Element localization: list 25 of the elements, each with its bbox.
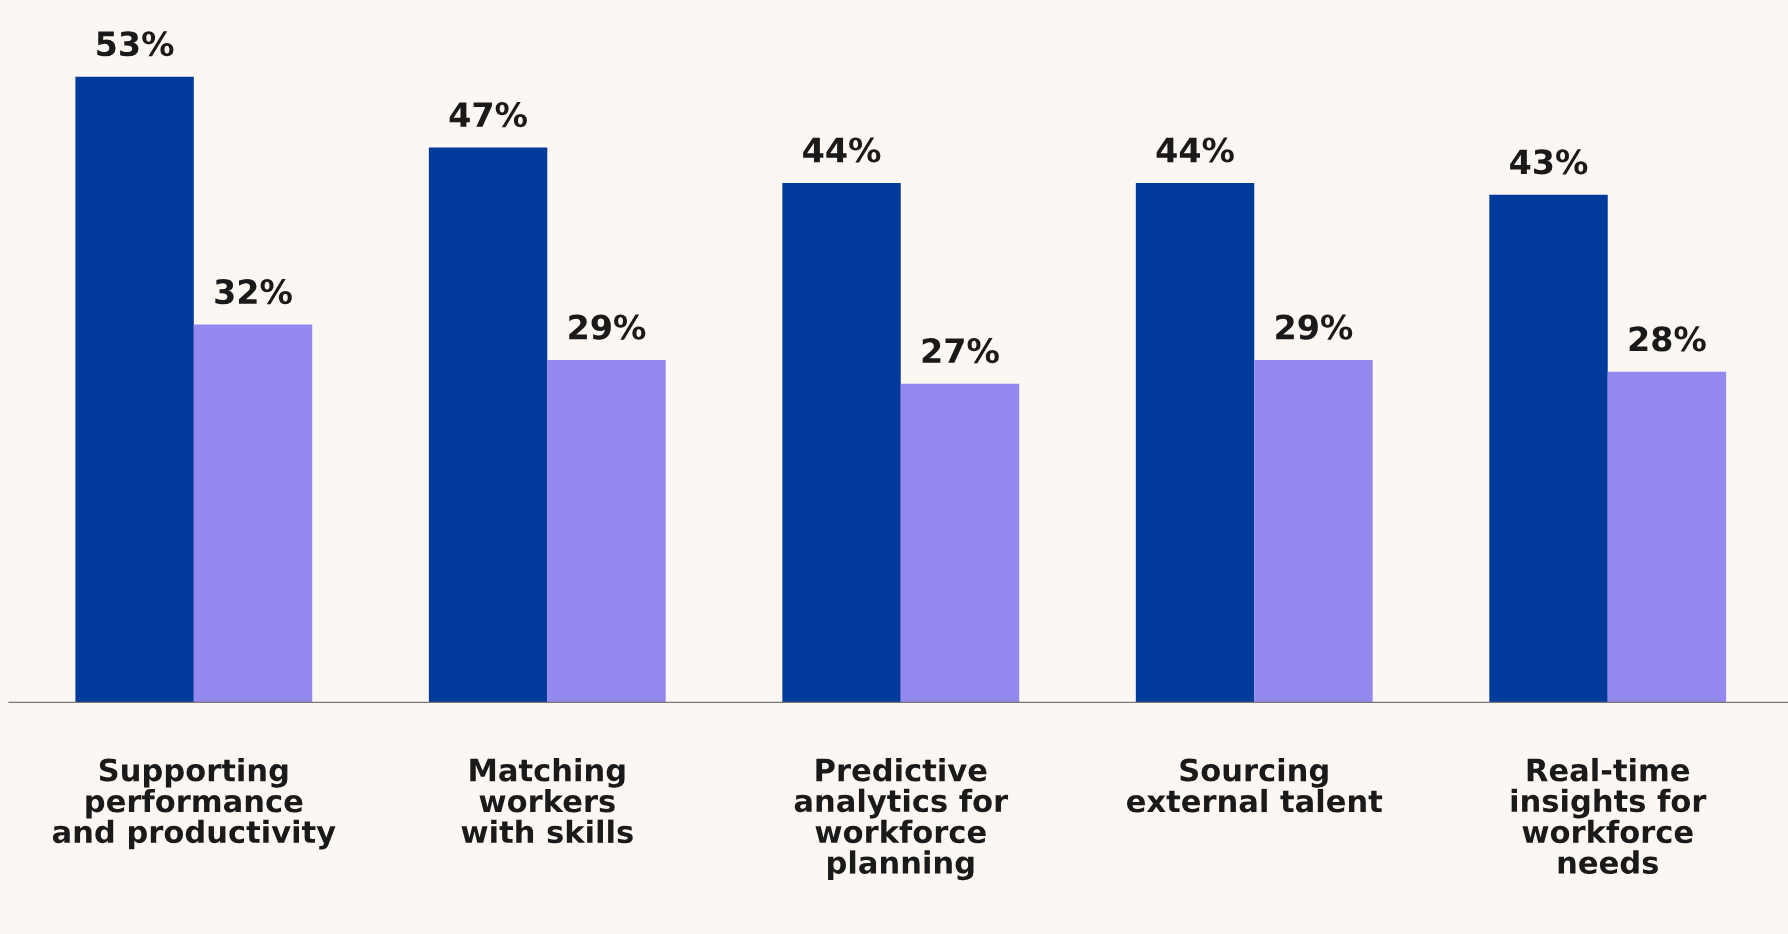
x-tick-label: Predictive analytics for workforce planning [794, 757, 1009, 881]
x-tick-label: Sourcing external talent [1127, 757, 1383, 813]
data-label: 29% [569, 314, 646, 340]
data-label: 47% [449, 101, 527, 128]
data-label: 29% [1276, 314, 1353, 340]
bar [900, 383, 1020, 703]
data-label: 44% [803, 137, 881, 163]
bar [1254, 360, 1373, 703]
data-label: 43% [1510, 149, 1588, 175]
data-label: 53% [97, 31, 174, 57]
data-label: 27% [922, 338, 999, 364]
bar [1607, 371, 1727, 703]
bar [782, 182, 901, 703]
data-label: 28% [1629, 326, 1706, 352]
data-label: 32% [215, 279, 292, 305]
bar [1489, 194, 1608, 703]
bar [75, 76, 194, 703]
x-tick-label: Matching workers with skills [461, 757, 633, 844]
x-tick-label: Real-time insights for workforce needs [1511, 757, 1707, 875]
x-tick-label: Supporting performance and productivity [52, 757, 336, 850]
bar [193, 324, 313, 703]
data-label: 44% [1156, 137, 1234, 163]
bar [428, 147, 548, 703]
bar [1135, 182, 1255, 703]
bar [547, 360, 666, 703]
